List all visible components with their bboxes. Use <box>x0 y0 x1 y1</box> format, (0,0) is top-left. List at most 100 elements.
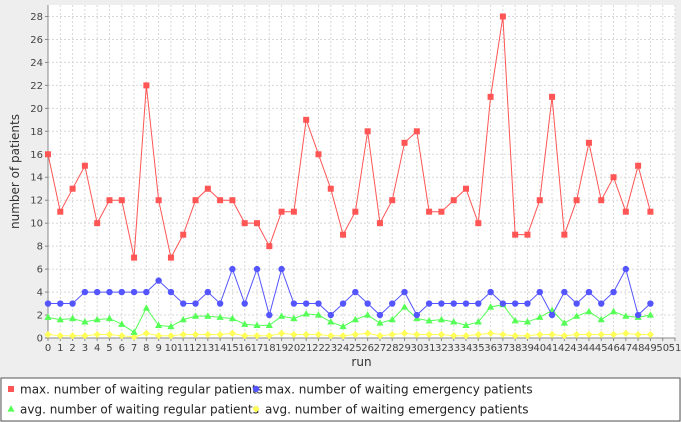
data-point <box>253 321 261 328</box>
x-tick-label: 6 <box>119 343 125 354</box>
data-point <box>585 288 593 296</box>
data-point <box>44 330 52 339</box>
data-point <box>437 315 446 323</box>
data-point <box>327 332 335 340</box>
data-point <box>561 288 568 296</box>
data-point <box>400 303 409 310</box>
data-point <box>610 288 617 296</box>
data-point <box>69 300 76 307</box>
data-point <box>425 300 433 307</box>
legend: max. number of waiting regular patients m… <box>0 377 681 422</box>
data-point <box>474 318 482 325</box>
data-point <box>204 185 211 192</box>
x-tick-label: 27 <box>374 343 387 354</box>
data-point <box>229 197 236 204</box>
data-point <box>131 254 138 261</box>
data-point <box>327 318 335 325</box>
data-point <box>597 315 605 323</box>
data-point <box>499 300 507 307</box>
data-point <box>339 300 347 307</box>
y-tick-label: 28 <box>30 12 43 23</box>
data-point <box>105 314 114 322</box>
data-point <box>573 330 581 339</box>
data-point <box>142 329 150 338</box>
data-point <box>622 265 630 273</box>
data-point <box>315 151 322 158</box>
data-point <box>118 197 125 204</box>
data-point <box>44 313 52 320</box>
data-point <box>217 197 224 204</box>
x-tick-label: 38 <box>509 343 522 354</box>
data-point <box>142 304 150 311</box>
x-tick-label: 49 <box>644 343 657 354</box>
x-tick-label: 40 <box>533 343 546 354</box>
x-tick-label: 34 <box>460 343 473 354</box>
data-point <box>254 220 260 227</box>
data-point <box>401 288 408 296</box>
data-point <box>573 197 580 204</box>
data-point <box>290 208 297 215</box>
y-tick-label: 6 <box>37 265 43 276</box>
data-point <box>523 318 532 325</box>
data-point <box>266 311 273 319</box>
data-point <box>167 332 175 340</box>
x-tick-label: 43 <box>570 343 583 354</box>
legend-label: avg. number of waiting emergency patient… <box>265 403 529 417</box>
data-point <box>585 330 593 339</box>
legend-label: max. number of waiting emergency patient… <box>265 383 533 397</box>
x-tick-label: 50 <box>656 343 669 354</box>
x-tick-label: 46 <box>607 343 620 354</box>
data-point <box>597 330 605 339</box>
data-point <box>93 288 101 296</box>
data-point <box>389 300 396 307</box>
y-tick-label: 4 <box>37 288 43 299</box>
data-point <box>438 208 445 215</box>
data-point <box>573 300 580 307</box>
data-point <box>425 316 433 324</box>
x-tick-label: 11 <box>177 343 190 354</box>
y-tick-label: 2 <box>37 311 43 322</box>
data-point <box>352 208 359 215</box>
data-point <box>511 316 519 324</box>
x-tick-label: 21 <box>300 343 313 354</box>
x-tick-label: 1 <box>57 343 63 354</box>
y-tick-label: 22 <box>30 81 43 92</box>
data-point <box>585 139 592 146</box>
data-point <box>277 312 286 319</box>
series-line <box>47 16 651 260</box>
x-tick-label: 15 <box>226 343 239 354</box>
data-point <box>278 208 285 215</box>
legend-box <box>0 377 681 422</box>
series-0 <box>45 13 654 261</box>
data-point <box>130 288 138 296</box>
data-point <box>536 313 544 320</box>
data-point <box>598 300 605 307</box>
data-point <box>302 330 310 339</box>
x-tick-label: 39 <box>521 343 534 354</box>
data-point <box>487 288 494 296</box>
data-point <box>462 321 470 328</box>
data-point <box>364 329 372 338</box>
data-point <box>388 315 396 323</box>
legend-item: max. number of waiting regular patients <box>8 383 263 397</box>
series-layer <box>44 13 655 341</box>
y-tick-label: 16 <box>30 150 43 161</box>
data-point <box>229 265 236 273</box>
data-point <box>204 330 212 339</box>
data-point <box>93 315 101 323</box>
data-point <box>524 231 531 238</box>
data-point <box>302 310 310 317</box>
data-point <box>511 300 519 307</box>
data-point <box>634 311 642 319</box>
x-tick-label: 14 <box>214 343 227 354</box>
data-point <box>253 265 261 273</box>
x-tick-label: 30 <box>410 343 423 354</box>
data-point <box>401 139 408 146</box>
data-point <box>463 185 469 192</box>
data-point <box>389 197 396 204</box>
data-point <box>192 197 199 204</box>
x-tick-label: 32 <box>435 343 448 354</box>
data-point <box>327 311 334 319</box>
data-point <box>438 300 445 307</box>
data-point <box>81 288 89 296</box>
